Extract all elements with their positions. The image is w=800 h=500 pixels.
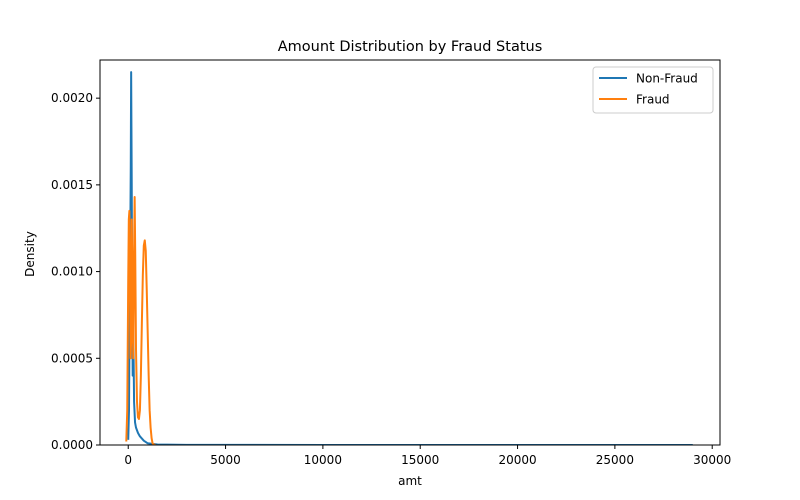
legend: Non-Fraud Fraud xyxy=(592,66,714,114)
chart-title: Amount Distribution by Fraud Status xyxy=(278,39,543,55)
x-axis-ticks: 0 5000 10000 15000 20000 25000 30000 xyxy=(124,445,731,467)
y-tick-label: 0.0020 xyxy=(51,91,93,105)
x-tick-label: 30000 xyxy=(693,453,731,467)
x-tick-label: 10000 xyxy=(304,453,342,467)
x-tick-label: 20000 xyxy=(498,453,536,467)
plot-area: 0 5000 10000 15000 20000 25000 30000 0.00000.0… xyxy=(51,59,731,467)
plot-frame xyxy=(99,59,721,446)
legend-label-non-fraud: Non-Fraud xyxy=(636,72,698,86)
legend-label-fraud: Fraud xyxy=(636,93,670,107)
y-tick-label: 0.0010 xyxy=(51,265,93,279)
y-tick-label: 0.0000 xyxy=(51,438,93,452)
y-tick-label: 0.0005 xyxy=(51,351,93,365)
x-tick-label: 5000 xyxy=(210,453,241,467)
x-tick-label: 25000 xyxy=(596,453,634,467)
series-line-fraud xyxy=(125,196,156,445)
x-tick-label: 15000 xyxy=(401,453,439,467)
x-axis-label: amt xyxy=(398,474,422,488)
y-axis-ticks: 0.0000 0.0005 0.0010 0.0015 0.0020 xyxy=(51,91,100,452)
x-tick-label: 0 xyxy=(124,453,132,467)
y-axis-label: Density xyxy=(23,231,37,277)
y-tick-label: 0.0015 xyxy=(51,178,93,192)
